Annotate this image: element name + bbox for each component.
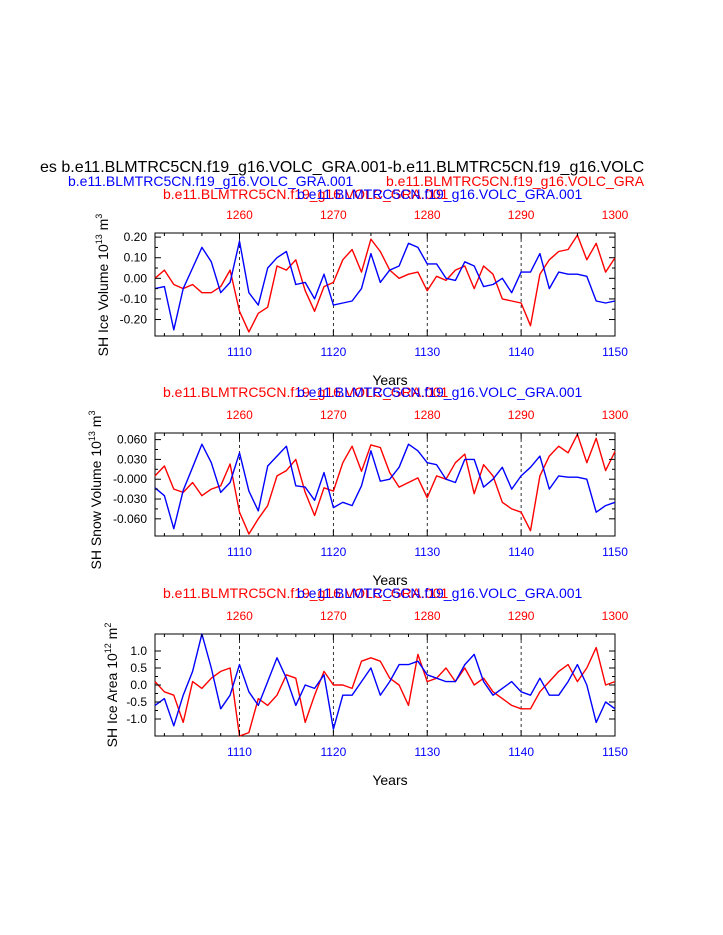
top-axis: 1260 1270 1280 1290 1300 [163, 609, 629, 640]
x-axis-label: Years [372, 572, 407, 588]
panel-title-blue: b.e11.BLMTRC5CN.f19_g16.VOLC_GRA.001 [297, 585, 583, 601]
y-tick-label: -1.0 [126, 712, 147, 726]
y-axis-label: SH Ice Area 1012 m2 [103, 623, 120, 748]
x-tick-label-bottom: 1150 [602, 745, 628, 759]
x-tick-label-bottom: 1120 [320, 545, 346, 559]
y-tick-label: 0.5 [130, 661, 147, 675]
x-tick-label-bottom: 1140 [508, 745, 534, 759]
x-tick-label-bottom: 1150 [602, 345, 628, 359]
y-axis: 1.0 0.5 0.0 -0.5 -1.0 [126, 644, 615, 726]
series-line-red [154, 646, 616, 737]
x-tick-label-top: 1280 [414, 208, 441, 222]
panel-ice-volume: b.e11.BLMTRC5CN.f19_g16.VOLC_GRA.001 b.e… [94, 186, 629, 388]
grid-lines [239, 433, 522, 536]
y-tick-label: 0.030 [117, 452, 147, 466]
x-axis-label: Years [372, 772, 407, 788]
x-tick-label-top: 1270 [320, 408, 347, 422]
panel-ice-area: b.e11.BLMTRC5CN.f19_g16.VOLC_GRA.001 b.e… [103, 585, 629, 788]
top-axis: 1260 1270 1280 1290 1300 [163, 208, 629, 239]
figure-case-right: b.e11.BLMTRC5CN.f19_g16.VOLC_GRA [386, 173, 645, 189]
x-tick-label-top: 1280 [414, 408, 441, 422]
series-layer [154, 433, 616, 535]
x-tick-label-bottom: 1120 [320, 745, 346, 759]
y-tick-label: -0.000 [113, 472, 147, 486]
panel-title-red: b.e11.BLMTRC5CN.f19_g16.VOLC_GRA.001 [163, 585, 449, 601]
x-tick-label-bottom: 1150 [602, 545, 628, 559]
series-layer [154, 633, 616, 737]
top-axis: 1260 1270 1280 1290 1300 [163, 408, 629, 439]
y-axis: 0.20 0.10 0.00 -0.10 -0.20 [120, 230, 615, 327]
series-line-red [154, 433, 616, 535]
x-tick-label-top: 1260 [226, 609, 253, 623]
panel-title-red: b.e11.BLMTRC5CN.f19_g16.VOLC_GRA.001 [163, 384, 449, 400]
x-tick-label-top: 1290 [508, 609, 535, 623]
panel-snow-volume: b.e11.BLMTRC5CN.f19_g16.VOLC_GRA.001 b.e… [87, 384, 629, 588]
y-tick-label: 0.10 [124, 251, 148, 265]
series-line-red [154, 234, 616, 333]
x-tick-label-bottom: 1110 [227, 345, 252, 359]
y-tick-label: -0.5 [126, 695, 147, 709]
y-axis-label: SH Ice Volume 1013 m3 [94, 214, 111, 357]
figure-case-left: b.e11.BLMTRC5CN.f19_g16.VOLC_GRA.001 [68, 173, 354, 189]
x-tick-label-top: 1270 [320, 208, 347, 222]
y-tick-label: -0.030 [113, 492, 147, 506]
series-line-blue [154, 633, 616, 730]
x-tick-label-bottom: 1140 [508, 545, 534, 559]
plot-frame [154, 432, 616, 537]
x-tick-label-top: 1270 [320, 609, 347, 623]
x-tick-label-top: 1300 [602, 609, 629, 623]
x-tick-label-bottom: 1130 [414, 545, 440, 559]
x-tick-label-top: 1300 [602, 208, 629, 222]
y-tick-label: -0.20 [120, 313, 148, 327]
x-tick-label-bottom: 1120 [320, 345, 346, 359]
y-tick-label: 1.0 [130, 644, 147, 658]
series-line-blue [154, 240, 616, 331]
x-tick-label-top: 1280 [414, 609, 441, 623]
series-line-blue [154, 443, 616, 530]
x-tick-label-bottom: 1140 [508, 345, 534, 359]
x-tick-label-bottom: 1110 [227, 545, 252, 559]
panel-title-blue: b.e11.BLMTRC5CN.f19_g16.VOLC_GRA.001 [297, 186, 583, 202]
y-tick-label: 0.060 [117, 433, 147, 447]
y-axis: 0.060 0.030 -0.000 -0.030 -0.060 [113, 433, 615, 526]
bottom-axis: 1110 1120 1130 1140 1150 [163, 330, 628, 359]
bottom-axis: 1110 1120 1130 1140 1150 [163, 730, 628, 759]
panel-title-blue: b.e11.BLMTRC5CN.f19_g16.VOLC_GRA.001 [297, 384, 583, 400]
x-tick-label-bottom: 1130 [414, 345, 440, 359]
panel-title-red: b.e11.BLMTRC5CN.f19_g16.VOLC_GRA.001 [163, 186, 449, 202]
grid-lines [239, 233, 522, 336]
y-tick-label: -0.060 [113, 512, 147, 526]
x-tick-label-top: 1300 [602, 408, 629, 422]
x-tick-label-top: 1260 [226, 208, 253, 222]
y-tick-label: 0.20 [124, 230, 148, 244]
bottom-axis: 1110 1120 1130 1140 1150 [163, 530, 628, 559]
x-tick-label-bottom: 1130 [414, 745, 440, 759]
x-tick-label-top: 1260 [226, 408, 253, 422]
x-tick-label-top: 1290 [508, 208, 535, 222]
y-tick-label: -0.10 [120, 292, 148, 306]
plot-frame [154, 232, 616, 337]
x-axis-label: Years [372, 372, 407, 388]
figure-main-title: es b.e11.BLMTRC5CN.f19_g16.VOLC_GRA.001-… [40, 159, 644, 176]
x-tick-label-top: 1290 [508, 408, 535, 422]
y-axis-label: SH Snow Volume 1013 m3 [87, 411, 104, 570]
series-layer [154, 234, 616, 333]
y-tick-label: 0.00 [124, 271, 148, 285]
y-tick-label: 0.0 [130, 678, 147, 692]
x-tick-label-bottom: 1110 [227, 745, 252, 759]
